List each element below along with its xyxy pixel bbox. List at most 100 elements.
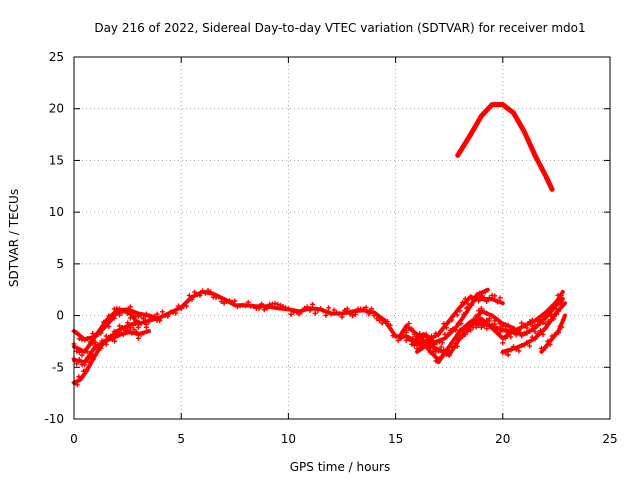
data-point: [464, 137, 470, 143]
data-point: [489, 313, 495, 319]
data-point: [299, 309, 305, 315]
data-point: [535, 322, 541, 328]
data-point: [450, 326, 456, 332]
series-late-h: [397, 321, 441, 364]
y-tick-label: 10: [49, 205, 64, 219]
data-point: [427, 349, 433, 355]
data-point: [374, 316, 380, 322]
data-point: [125, 320, 131, 326]
data-point: [460, 334, 466, 340]
data-point: [304, 304, 310, 310]
series-line: [468, 297, 565, 337]
data-point: [508, 347, 514, 353]
data-point: [117, 312, 123, 318]
data-point: [259, 301, 265, 307]
data-point: [100, 319, 106, 325]
data-point: [457, 308, 463, 314]
data-point: [478, 306, 484, 312]
data-point: [143, 311, 149, 317]
data-point: [446, 348, 452, 354]
data-point: [454, 312, 460, 318]
data-point: [460, 300, 466, 306]
data-point: [127, 315, 133, 321]
data-point: [516, 348, 522, 354]
data-point: [109, 336, 115, 342]
data-point: [74, 382, 80, 388]
data-point: [476, 308, 482, 314]
data-point: [112, 338, 118, 344]
data-point: [301, 305, 307, 311]
data-point: [146, 313, 152, 319]
data-point: [256, 306, 262, 312]
data-point: [272, 300, 278, 306]
data-point: [103, 341, 109, 347]
data-point: [90, 331, 96, 337]
x-tick-label: 20: [495, 432, 510, 446]
data-point: [546, 180, 552, 186]
data-point: [82, 362, 88, 368]
data-point: [192, 289, 198, 295]
data-point: [425, 344, 431, 350]
data-point: [154, 311, 160, 317]
data-point: [439, 340, 445, 346]
data-point: [532, 329, 538, 335]
data-point: [462, 327, 468, 333]
data-point: [296, 311, 302, 317]
data-point: [447, 327, 453, 333]
data-point: [505, 352, 511, 358]
data-point: [430, 348, 436, 354]
y-axis-label: SDTVAR / TECUs: [7, 189, 21, 287]
data-point: [398, 334, 404, 340]
data-point: [438, 327, 444, 333]
y-tick-label: -5: [52, 360, 64, 374]
data-point: [111, 328, 117, 334]
data-point: [414, 334, 420, 340]
data-point: [245, 299, 251, 305]
data-point: [429, 333, 435, 339]
data-point: [79, 352, 85, 358]
y-tick-label: 25: [49, 50, 64, 64]
data-point: [87, 353, 93, 359]
series-late-g: [538, 313, 567, 354]
data-point: [74, 330, 80, 336]
data-point: [76, 336, 82, 342]
data-point: [197, 293, 203, 299]
data-point: [540, 320, 546, 326]
data-point: [419, 341, 425, 347]
data-point: [435, 332, 441, 338]
data-point: [482, 289, 488, 295]
data-point: [540, 168, 546, 174]
data-point: [471, 298, 477, 304]
data-point: [484, 326, 490, 332]
data-point: [500, 323, 506, 329]
data-point: [411, 343, 417, 349]
data-point: [438, 344, 444, 350]
data-point: [176, 303, 182, 309]
data-point: [454, 337, 460, 343]
data-point: [478, 113, 484, 119]
data-point: [502, 350, 508, 356]
data-point: [529, 323, 535, 329]
data-point: [465, 328, 471, 334]
data-point: [524, 340, 530, 346]
data-point: [545, 318, 551, 324]
data-point: [484, 310, 490, 316]
data-point: [460, 329, 466, 335]
data-point: [466, 304, 472, 310]
data-point: [288, 311, 294, 317]
data-point: [513, 332, 519, 338]
data-point: [529, 317, 535, 323]
data-point: [486, 318, 492, 324]
data-point: [527, 328, 533, 334]
data-point: [382, 317, 388, 323]
data-point: [500, 340, 506, 346]
data-point: [553, 311, 559, 317]
data-point: [90, 341, 96, 347]
data-point: [371, 313, 377, 319]
data-point: [560, 317, 566, 323]
data-point: [320, 308, 326, 314]
data-point: [445, 332, 451, 338]
data-point: [412, 337, 418, 343]
data-point: [473, 122, 479, 128]
data-point: [159, 309, 165, 315]
